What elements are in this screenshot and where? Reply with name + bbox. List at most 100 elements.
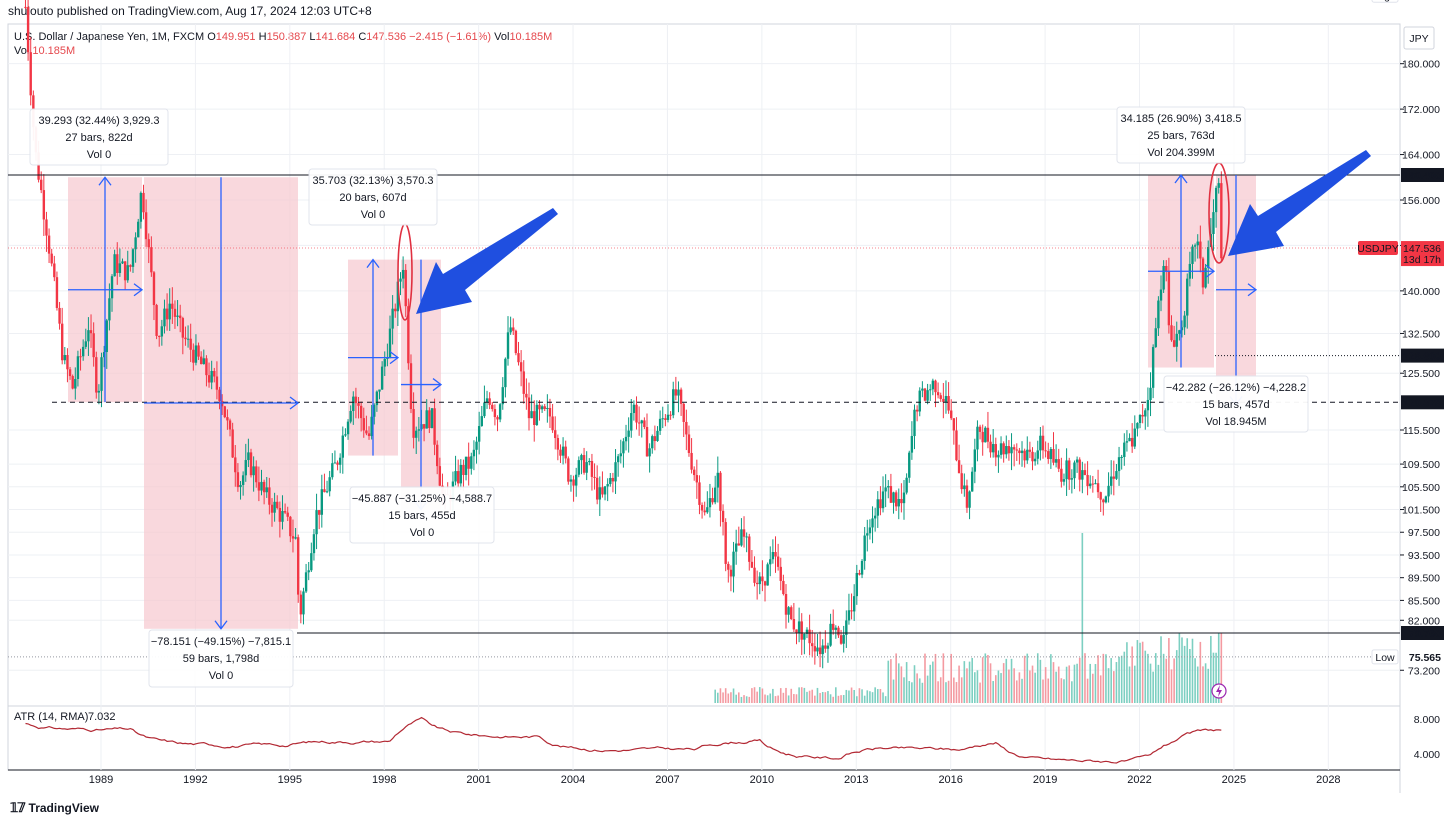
tick-label: 172.000: [1402, 104, 1440, 116]
candle-body: [669, 414, 672, 416]
candle-body: [632, 404, 636, 414]
candle-body: [666, 414, 670, 420]
candle-body: [239, 484, 242, 488]
candle-body: [346, 421, 350, 435]
candle-body: [506, 332, 510, 359]
candle-body: [535, 404, 539, 425]
volume-bar: [929, 664, 932, 703]
candle-body: [771, 552, 775, 560]
candle-body: [637, 422, 641, 424]
volume-bar: [1165, 658, 1168, 703]
volume-bar: [803, 687, 806, 703]
lightning-glyph-icon: [1216, 685, 1222, 697]
candle-body: [876, 499, 879, 516]
candle-body: [706, 507, 709, 513]
candle-body: [658, 418, 662, 431]
volume-bar: [1071, 681, 1073, 703]
candle-body: [102, 352, 106, 358]
volume-bar: [987, 654, 989, 703]
candle-body: [223, 406, 226, 418]
tick-label: 132.500: [1402, 328, 1440, 340]
tick-label: 93.500: [1408, 550, 1440, 562]
candle-body: [792, 618, 796, 630]
measure-line: Vol 0: [87, 149, 111, 161]
legend-symbol[interactable]: U.S. Dollar / Japanese Yen, 1M, FXCM: [14, 31, 205, 43]
candle-body: [559, 449, 562, 456]
legend-o-label: O: [207, 31, 216, 43]
candle-body: [108, 298, 111, 321]
candle-body: [942, 398, 945, 402]
volume-bar: [1026, 653, 1029, 703]
candle-body: [934, 380, 937, 393]
candle-body: [257, 482, 261, 491]
volume-bar: [1186, 638, 1189, 703]
candle-body: [417, 429, 421, 431]
candle-body: [619, 453, 622, 457]
high-value: 192.050: [1403, 0, 1441, 2]
volume-bar: [887, 660, 890, 703]
volume-bar: [1044, 667, 1047, 703]
candle-body: [808, 629, 811, 644]
candle-body: [690, 452, 693, 470]
candle-body: [464, 456, 468, 475]
volume-bar: [1152, 671, 1154, 703]
candle-body: [569, 479, 573, 482]
candle-body: [564, 446, 567, 459]
candle-body: [611, 477, 615, 482]
candle-body: [900, 498, 903, 504]
volume-bar: [884, 696, 887, 703]
candle-body: [459, 464, 463, 484]
candle-body: [630, 413, 633, 431]
candle-body: [1138, 414, 1142, 424]
candle-body: [1015, 449, 1018, 451]
volume-bar: [732, 688, 735, 703]
price-axis[interactable]: JPY180.000172.000164.000156.000148.00014…: [1357, 0, 1444, 761]
measure-arrowhead: [98, 176, 112, 186]
volume-bar: [1057, 666, 1060, 703]
volume-bar: [1136, 640, 1139, 703]
level-160-tag-bg: [1401, 168, 1444, 182]
volume-bar: [1107, 668, 1110, 703]
volume-bar: [1204, 663, 1207, 703]
measure-line: 15 bars, 455d: [388, 510, 455, 522]
candle-body: [55, 277, 59, 308]
candle-body: [278, 507, 282, 522]
candle-body: [58, 307, 61, 324]
candle-body: [268, 487, 271, 505]
candle-body: [538, 404, 541, 410]
candle-body: [643, 420, 646, 427]
year-label: 1998: [372, 774, 396, 786]
candle-body: [501, 387, 504, 405]
volume-bar: [779, 688, 782, 703]
candle-body: [695, 475, 699, 483]
candle-body: [973, 449, 977, 472]
candle-body: [839, 635, 843, 644]
candle-body: [1044, 450, 1047, 452]
volume-bar: [897, 663, 900, 703]
volume-bar: [1076, 663, 1078, 703]
candle-body: [913, 409, 916, 437]
high-tag: High: [1374, 0, 1396, 2]
volume-bar: [1015, 680, 1018, 703]
candle-body: [1175, 333, 1178, 347]
volume-bar: [974, 672, 976, 703]
candle-body: [302, 591, 305, 615]
candle-body: [1130, 437, 1134, 447]
candle-body: [194, 345, 198, 363]
volume-bar: [1073, 664, 1076, 703]
candle-body: [323, 489, 326, 493]
volume-bar: [939, 677, 942, 703]
measure-line: Vol 18.945M: [1205, 416, 1266, 428]
volume-bar: [1194, 658, 1196, 703]
candle-body: [105, 320, 108, 353]
candle-body: [312, 534, 316, 554]
tick-label: 85.500: [1408, 595, 1440, 607]
volume-bar: [748, 696, 751, 703]
volume-bar: [1147, 653, 1149, 703]
volume-bar: [853, 690, 855, 703]
candle-body: [317, 510, 321, 515]
tick-label: 164.000: [1402, 150, 1440, 162]
time-axis[interactable]: 1989 1992 1995 1998 2001 2004 2007 2010 2013 2016…: [89, 683, 1341, 786]
level-160-tag: 160.400: [1403, 170, 1441, 182]
